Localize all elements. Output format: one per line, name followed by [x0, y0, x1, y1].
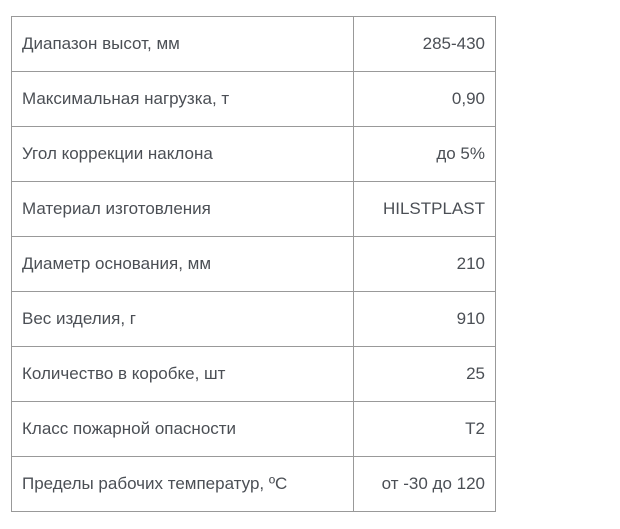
- spec-label: Класс пожарной опасности: [11, 401, 354, 457]
- table-row: Материал изготовления HILSTPLAST: [11, 181, 496, 237]
- spec-label: Пределы рабочих температур, ºС: [11, 456, 354, 512]
- specs-table-body: Диапазон высот, мм 285-430 Максимальная …: [11, 16, 496, 512]
- table-row: Максимальная нагрузка, т 0,90: [11, 71, 496, 127]
- spec-value: до 5%: [353, 126, 496, 182]
- spec-label: Вес изделия, г: [11, 291, 354, 347]
- spec-label: Материал изготовления: [11, 181, 354, 237]
- table-row: Вес изделия, г 910: [11, 291, 496, 347]
- spec-value: HILSTPLAST: [353, 181, 496, 237]
- table-row: Диапазон высот, мм 285-430: [11, 16, 496, 72]
- spec-value: от -30 до 120: [353, 456, 496, 512]
- spec-value: 910: [353, 291, 496, 347]
- spec-value: 25: [353, 346, 496, 402]
- table-row: Класс пожарной опасности Т2: [11, 401, 496, 457]
- spec-label: Угол коррекции наклона: [11, 126, 354, 182]
- spec-label: Диапазон высот, мм: [11, 16, 354, 72]
- spec-label: Количество в коробке, шт: [11, 346, 354, 402]
- spec-label: Диаметр основания, мм: [11, 236, 354, 292]
- table-row: Угол коррекции наклона до 5%: [11, 126, 496, 182]
- table-row: Количество в коробке, шт 25: [11, 346, 496, 402]
- spec-value: 285-430: [353, 16, 496, 72]
- table-row: Пределы рабочих температур, ºС от -30 до…: [11, 456, 496, 512]
- spec-value: 210: [353, 236, 496, 292]
- spec-value: Т2: [353, 401, 496, 457]
- spec-value: 0,90: [353, 71, 496, 127]
- spec-label: Максимальная нагрузка, т: [11, 71, 354, 127]
- specs-table: Диапазон высот, мм 285-430 Максимальная …: [11, 16, 496, 512]
- table-row: Диаметр основания, мм 210: [11, 236, 496, 292]
